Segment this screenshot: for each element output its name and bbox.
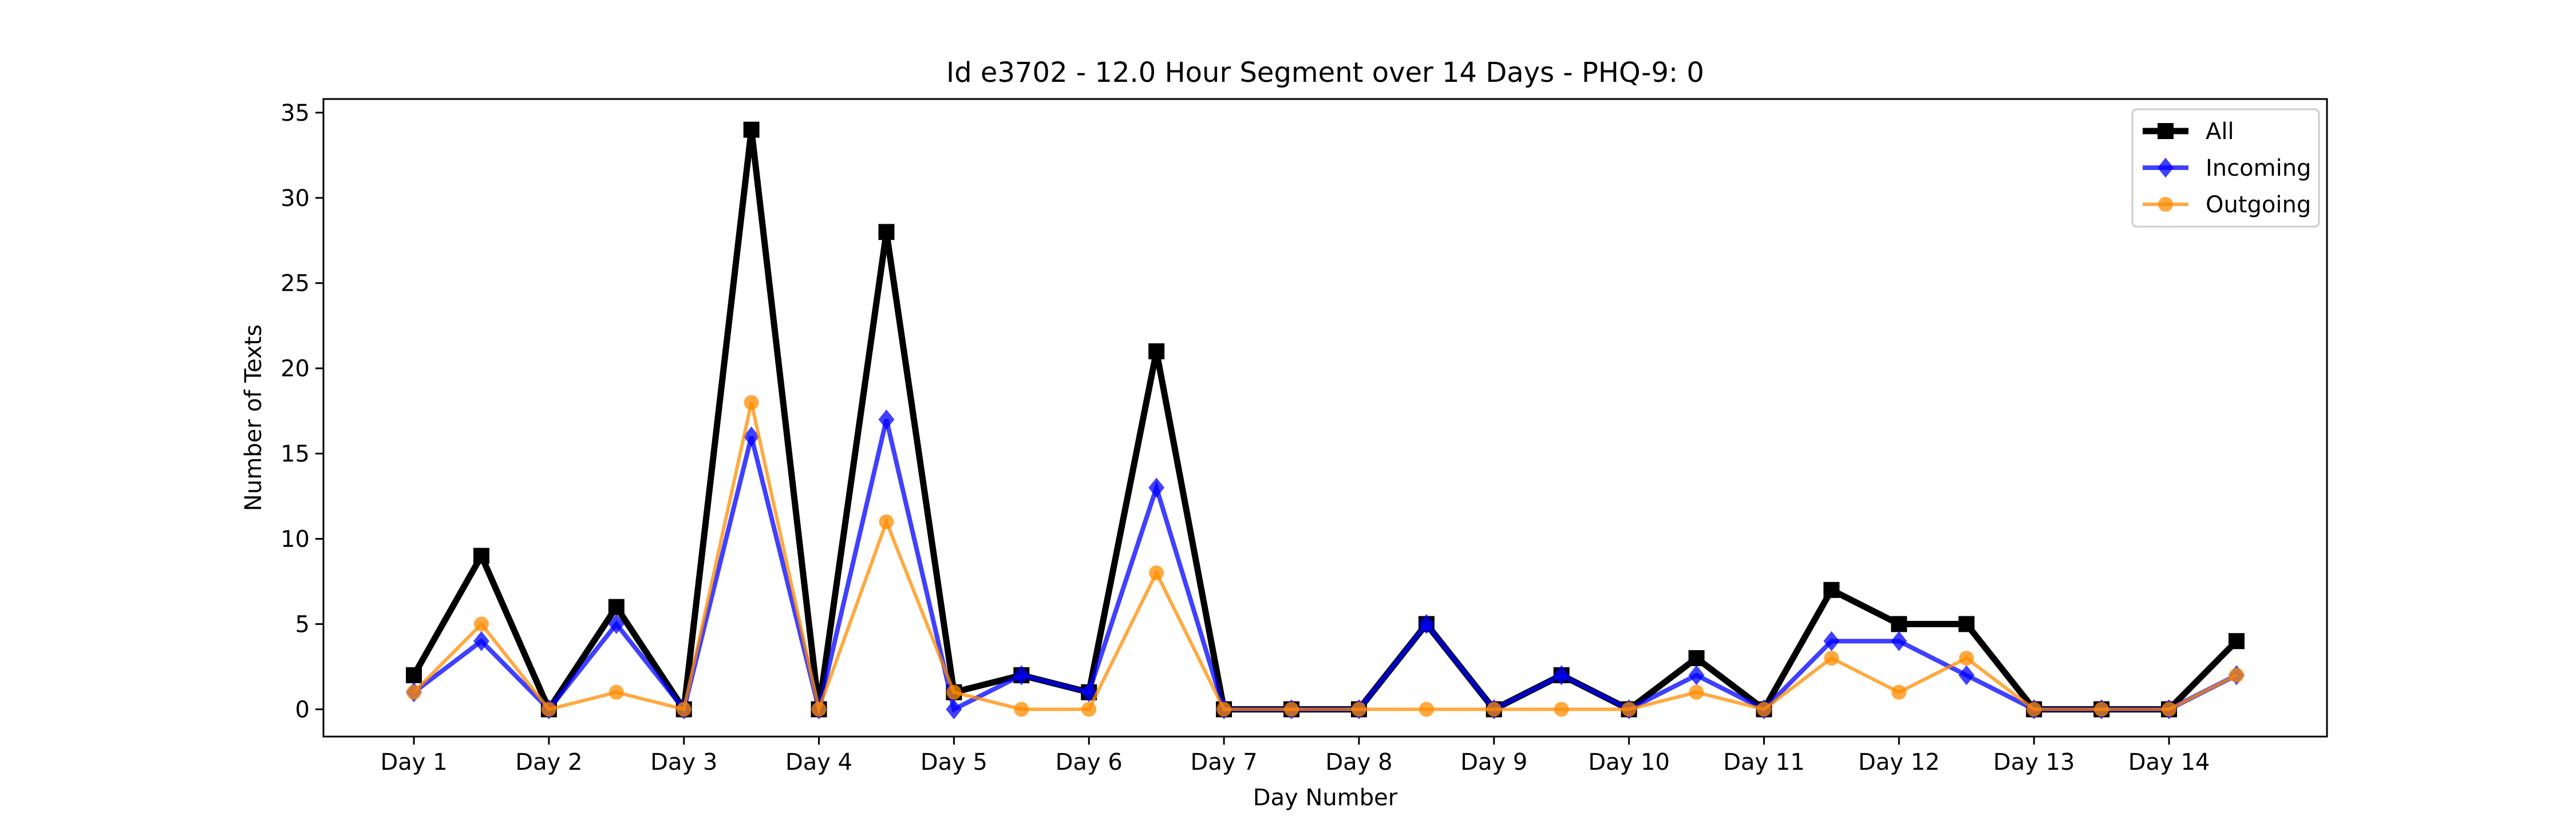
legend-label-outgoing: Outgoing (2206, 192, 2311, 218)
x-tick-label: Day 12 (1858, 749, 1940, 775)
data-point-all (1148, 343, 1165, 359)
data-point-all (1823, 581, 1840, 598)
data-point-all (406, 667, 422, 683)
data-point-outgoing (946, 684, 962, 700)
data-point-incoming (473, 631, 489, 651)
data-point-outgoing (609, 684, 624, 700)
data-point-incoming (1013, 665, 1030, 686)
x-tick-label: Day 9 (1460, 749, 1527, 775)
legend-item-outgoing: Outgoing (2143, 192, 2311, 218)
data-point-outgoing (2094, 702, 2109, 717)
y-tick-label: 25 (280, 271, 310, 297)
data-point-incoming (1891, 631, 1907, 651)
data-point-outgoing (1149, 565, 1164, 581)
series-all (406, 121, 2245, 718)
data-point-outgoing (879, 514, 894, 529)
data-point-outgoing (1554, 702, 1569, 717)
legend-marker-all (2158, 123, 2174, 139)
data-point-outgoing (1419, 702, 1434, 717)
y-tick-label: 10 (280, 526, 310, 552)
x-tick-label: Day 6 (1056, 749, 1123, 775)
data-point-incoming (1081, 682, 1097, 703)
data-point-outgoing (1486, 702, 1502, 717)
plot-frame (322, 98, 2328, 738)
x-tick-label: Day 5 (920, 749, 987, 775)
y-tick-label: 20 (280, 356, 310, 382)
data-point-all (878, 224, 895, 240)
legend-label-incoming: Incoming (2206, 155, 2311, 181)
y-tick-label: 15 (280, 441, 310, 468)
data-point-outgoing (811, 702, 827, 717)
chart-title: Id e3702 - 12.0 Hour Segment over 14 Day… (946, 57, 1704, 89)
data-point-incoming (878, 409, 895, 430)
legend-item-all: All (2143, 118, 2234, 145)
data-point-all (1958, 616, 1975, 632)
data-point-outgoing (744, 395, 759, 410)
legend-label-all: All (2206, 118, 2234, 145)
x-tick-label: Day 4 (785, 749, 852, 775)
x-axis-label: Day Number (1253, 785, 1398, 811)
data-point-outgoing (1824, 650, 1839, 666)
data-point-all (473, 548, 489, 564)
x-tick-label: Day 10 (1588, 749, 1670, 775)
data-point-incoming (1148, 477, 1165, 498)
x-tick-label: Day 3 (650, 749, 717, 775)
series-outgoing (406, 395, 2244, 717)
data-point-outgoing (1014, 702, 1029, 717)
data-point-incoming (1688, 665, 1705, 686)
y-tick-label: 5 (295, 611, 310, 638)
data-point-incoming (1418, 614, 1435, 634)
legend-marker-outgoing (2158, 197, 2173, 212)
y-tick-label: 0 (295, 697, 310, 723)
data-point-outgoing (1621, 702, 1637, 717)
data-point-outgoing (406, 684, 422, 700)
data-point-outgoing (676, 702, 692, 717)
x-tick-label: Day 14 (2128, 749, 2210, 775)
data-point-all (1688, 650, 1705, 666)
y-axis-label: Number of Texts (240, 325, 267, 511)
x-tick-label: Day 8 (1325, 749, 1392, 775)
data-point-all (608, 599, 625, 615)
data-point-outgoing (1216, 702, 1232, 717)
data-point-incoming (1553, 665, 1570, 686)
legend-marker-incoming (2158, 157, 2174, 178)
legend-box (2131, 108, 2320, 228)
data-point-outgoing (2026, 702, 2042, 717)
data-point-all (1891, 616, 1907, 632)
series-incoming (406, 409, 2245, 719)
x-tick-label: Day 7 (1191, 749, 1258, 775)
y-tick-label: 30 (280, 185, 310, 212)
data-point-outgoing (1891, 684, 1907, 700)
data-point-outgoing (2162, 702, 2177, 717)
data-point-outgoing (2229, 667, 2244, 683)
data-point-outgoing (1081, 702, 1097, 717)
x-tick-label: Day 2 (515, 749, 582, 775)
data-point-outgoing (473, 616, 489, 632)
series-line-outgoing (412, 402, 2238, 716)
data-point-incoming (946, 699, 962, 719)
data-point-outgoing (1351, 702, 1366, 717)
x-tick-label: Day 1 (380, 749, 447, 775)
data-point-incoming (743, 426, 760, 447)
data-point-outgoing (1284, 702, 1299, 717)
legend-item-incoming: Incoming (2143, 155, 2311, 181)
data-point-outgoing (1689, 684, 1704, 700)
data-point-all (743, 121, 760, 138)
y-tick-label: 35 (280, 100, 310, 126)
x-tick-label: Day 11 (1723, 749, 1805, 775)
data-point-incoming (1823, 631, 1840, 651)
data-point-outgoing (541, 702, 556, 717)
data-point-outgoing (1756, 702, 1772, 717)
data-point-outgoing (1959, 650, 1974, 666)
data-point-all (2228, 633, 2245, 650)
x-tick-label: Day 13 (1993, 749, 2075, 775)
data-point-incoming (608, 614, 625, 634)
data-point-incoming (1958, 665, 1975, 686)
